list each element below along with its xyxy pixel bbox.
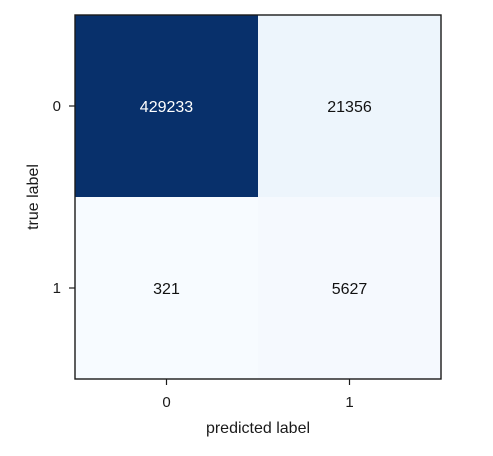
y-tick-label-1: 1 xyxy=(53,280,61,297)
plot-frame xyxy=(74,14,442,380)
x-tick-label-1: 1 xyxy=(345,394,353,411)
matrix-cell-0-0 xyxy=(75,15,259,198)
cell-value-label-1-1: 5627 xyxy=(332,281,368,298)
x-tick-label-0: 0 xyxy=(162,394,170,411)
ticks-layer: 0 1 0 1 xyxy=(53,98,354,411)
cells-layer: 429233 21356 321 5627 xyxy=(75,15,442,380)
matrix-cell-1-0 xyxy=(75,197,259,380)
matrix-cell-1-1 xyxy=(258,197,442,380)
y-tick-label-0: 0 xyxy=(53,98,61,115)
cell-value-label-1-0: 321 xyxy=(153,281,180,298)
y-axis-label: true label xyxy=(25,164,42,230)
x-axis-label: predicted label xyxy=(206,420,310,437)
cell-value-label-0-0: 429233 xyxy=(140,99,193,116)
cell-value-label-0-1: 21356 xyxy=(327,99,372,116)
matrix-cell-0-1 xyxy=(258,15,442,198)
